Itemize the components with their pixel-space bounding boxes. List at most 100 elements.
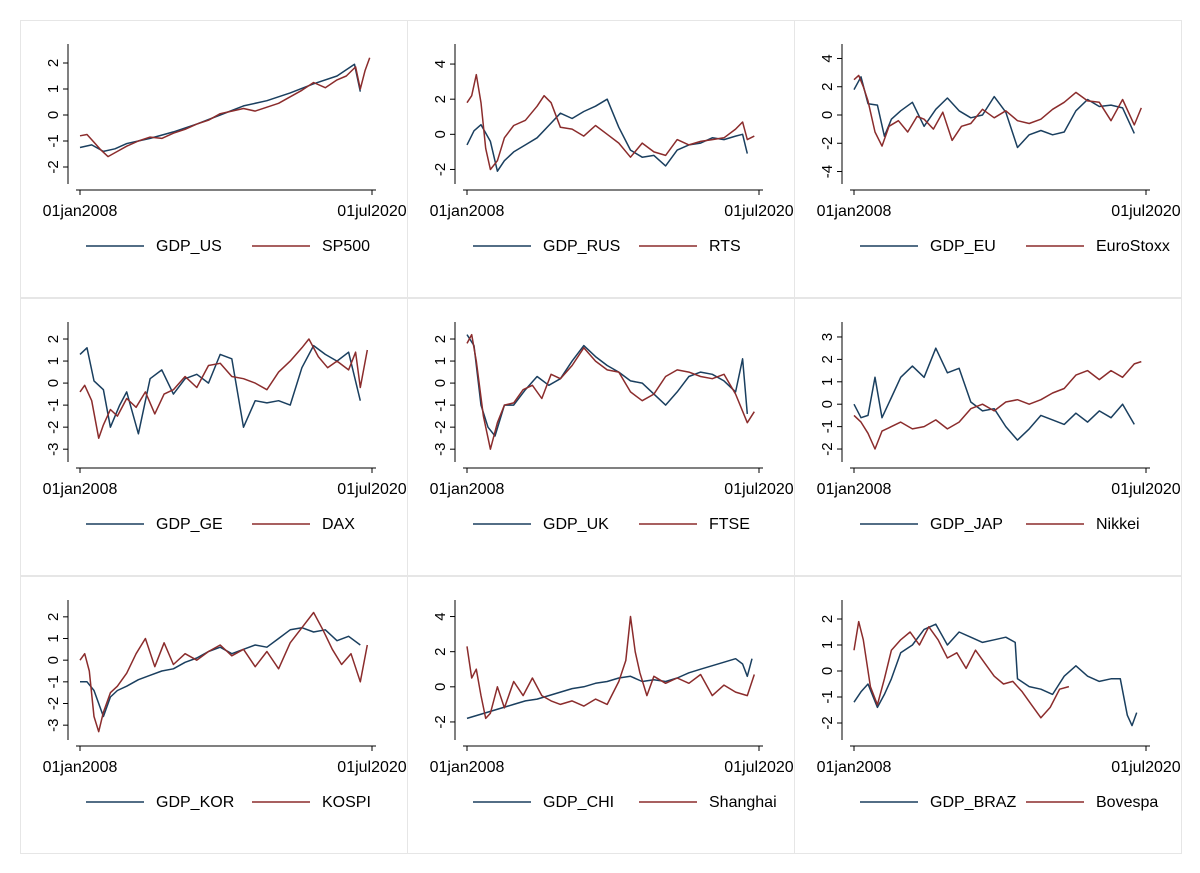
chart-panel-gdp_eu: -4 -2 0 2 4 01jan2008 01jul2020 GDP_EU EuroStoxx — [794, 20, 1182, 298]
legend-label-gdp: GDP_JAP — [930, 516, 1003, 533]
legend-label-gdp: GDP_KOR — [156, 794, 234, 811]
y-tick-label: 0 — [45, 379, 62, 387]
y-tick-label: -3 — [45, 718, 62, 731]
legend-label-index: KOSPI — [322, 794, 371, 811]
y-tick-label: 1 — [432, 357, 449, 365]
legend-label-index: FTSE — [709, 516, 750, 533]
y-tick-label: 0 — [45, 656, 62, 664]
y-tick-label: 1 — [45, 634, 62, 642]
legend-label-index: Shanghai — [709, 794, 777, 811]
y-tick-label: 1 — [45, 357, 62, 365]
y-tick-label: 4 — [819, 54, 836, 62]
y-tick-label: 2 — [432, 648, 449, 656]
x-tick-start-label: 01jan2008 — [430, 203, 505, 220]
series-line-ftse — [466, 333, 755, 450]
x-tick-start-label: 01jan2008 — [817, 759, 892, 776]
series-line-sp500 — [79, 57, 371, 158]
y-tick-label: 2 — [432, 335, 449, 343]
panel-border — [407, 576, 795, 854]
y-tick-label: -2 — [45, 160, 62, 173]
x-tick-end-label: 01jul2020 — [337, 481, 407, 498]
chart-panel-gdp_us: -2 -1 0 1 2 01jan2008 01jul2020 GDP_US SP500 — [20, 20, 408, 298]
series-line-bovespa — [853, 620, 1070, 719]
y-tick-label: -2 — [45, 420, 62, 433]
y-tick-label: -3 — [432, 443, 449, 456]
y-tick-label: 0 — [432, 683, 449, 691]
x-tick-end-label: 01jul2020 — [724, 203, 794, 220]
y-tick-label: -2 — [432, 163, 449, 176]
y-tick-label: -1 — [819, 690, 836, 703]
legend-label-index: SP500 — [322, 238, 370, 255]
panel-border — [794, 298, 1182, 576]
series-line-rts — [466, 73, 755, 171]
y-tick-label: 0 — [45, 111, 62, 119]
y-tick-label: -2 — [432, 715, 449, 728]
chart-panel-gdp_rus: -2 0 2 4 01jan2008 01jul2020 GDP_RUS RTS — [407, 20, 795, 298]
legend-label-index: RTS — [709, 238, 741, 255]
y-tick-label: 1 — [819, 641, 836, 649]
y-tick-label: 0 — [819, 111, 836, 119]
y-tick-label: -2 — [819, 716, 836, 729]
y-tick-label: 1 — [45, 85, 62, 93]
x-tick-start-label: 01jan2008 — [430, 481, 505, 498]
legend-label-gdp: GDP_EU — [930, 238, 996, 255]
legend-label-gdp: GDP_UK — [543, 516, 609, 533]
x-tick-start-label: 01jan2008 — [817, 481, 892, 498]
series-line-eurostoxx — [853, 74, 1142, 147]
x-tick-start-label: 01jan2008 — [430, 759, 505, 776]
y-tick-label: -1 — [819, 420, 836, 433]
x-tick-end-label: 01jul2020 — [337, 759, 407, 776]
y-tick-label: -4 — [819, 165, 836, 178]
y-tick-label: 1 — [819, 378, 836, 386]
y-tick-label: 2 — [45, 59, 62, 67]
y-tick-label: 2 — [45, 613, 62, 621]
legend-label-gdp: GDP_GE — [156, 516, 223, 533]
y-tick-label: -1 — [432, 398, 449, 411]
panel-border — [20, 20, 408, 298]
chart-panel-gdp_uk: -3 -2 -1 0 1 2 01jan2008 01jul2020 GDP_UK FTSE — [407, 298, 795, 576]
series-line-gdp_braz — [853, 623, 1138, 727]
y-tick-label: -1 — [45, 134, 62, 147]
legend-label-index: EuroStoxx — [1096, 238, 1170, 255]
series-line-gdp_chi — [466, 657, 753, 720]
legend-label-gdp: GDP_CHI — [543, 794, 614, 811]
y-tick-label: 0 — [819, 400, 836, 408]
chart-panel-gdp_ge: -3 -2 -1 0 1 2 01jan2008 01jul2020 GDP_GE DAX — [20, 298, 408, 576]
y-tick-label: 4 — [432, 612, 449, 620]
chart-panel-gdp_kor: -3 -2 -1 0 1 2 01jan2008 01jul2020 GDP_KOR KOSPI — [20, 576, 408, 854]
series-line-nikkei — [853, 360, 1142, 450]
x-tick-start-label: 01jan2008 — [43, 481, 118, 498]
x-tick-end-label: 01jul2020 — [1111, 481, 1181, 498]
legend-label-index: Nikkei — [1096, 516, 1140, 533]
legend-label-gdp: GDP_US — [156, 238, 222, 255]
y-tick-label: -2 — [819, 442, 836, 455]
series-line-dax — [79, 338, 369, 439]
y-tick-label: 2 — [45, 335, 62, 343]
series-line-gdp_uk — [466, 334, 749, 437]
y-tick-label: -1 — [45, 398, 62, 411]
x-tick-end-label: 01jul2020 — [724, 481, 794, 498]
x-tick-end-label: 01jul2020 — [1111, 203, 1181, 220]
y-tick-label: -1 — [45, 675, 62, 688]
y-tick-label: 0 — [432, 130, 449, 138]
y-tick-label: -2 — [45, 697, 62, 710]
series-line-kospi — [79, 611, 369, 733]
series-line-gdp_jap — [853, 347, 1135, 441]
x-tick-end-label: 01jul2020 — [1111, 759, 1181, 776]
panel-border — [407, 298, 795, 576]
panel-border — [20, 576, 408, 854]
y-tick-label: 3 — [819, 333, 836, 341]
y-tick-label: 0 — [432, 379, 449, 387]
legend-label-gdp: GDP_BRAZ — [930, 794, 1016, 811]
panel-border — [407, 20, 795, 298]
chart-panel-gdp_chi: -2 0 2 4 01jan2008 01jul2020 GDP_CHI Shanghai — [407, 576, 795, 854]
chart-panel-gdp_jap: -2 -1 0 1 2 3 01jan2008 01jul2020 GDP_JAP Nikkei — [794, 298, 1182, 576]
y-tick-label: 2 — [819, 83, 836, 91]
legend-label-index: DAX — [322, 516, 355, 533]
y-tick-label: 2 — [432, 95, 449, 103]
x-tick-start-label: 01jan2008 — [43, 203, 118, 220]
y-tick-label: 0 — [819, 667, 836, 675]
chart-panel-gdp_braz: -2 -1 0 1 2 01jan2008 01jul2020 GDP_BRAZ Bovespa — [794, 576, 1182, 854]
y-tick-label: -2 — [432, 420, 449, 433]
series-line-gdp_ge — [79, 344, 362, 435]
